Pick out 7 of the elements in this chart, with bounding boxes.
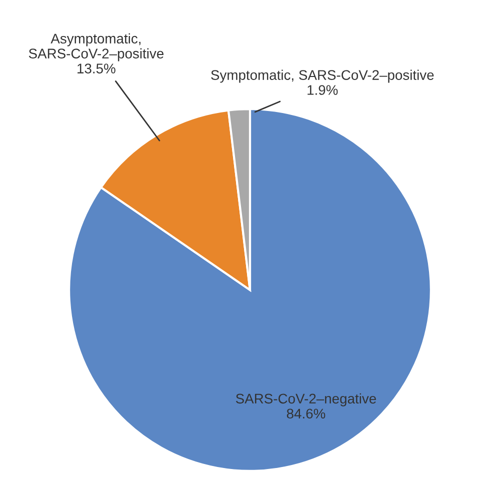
data-label: 13.5% <box>78 64 116 74</box>
pie-slice <box>68 108 432 472</box>
slice-label: SARS-CoV-2–negative <box>236 393 376 406</box>
data-label: 1.9% <box>308 85 338 95</box>
slice-label: Asymptomatic, SARS-CoV-2–positive <box>28 33 164 62</box>
data-label: 84.6% <box>286 408 326 419</box>
slice-label: Symptomatic, SARS-CoV-2–positive <box>211 70 434 83</box>
